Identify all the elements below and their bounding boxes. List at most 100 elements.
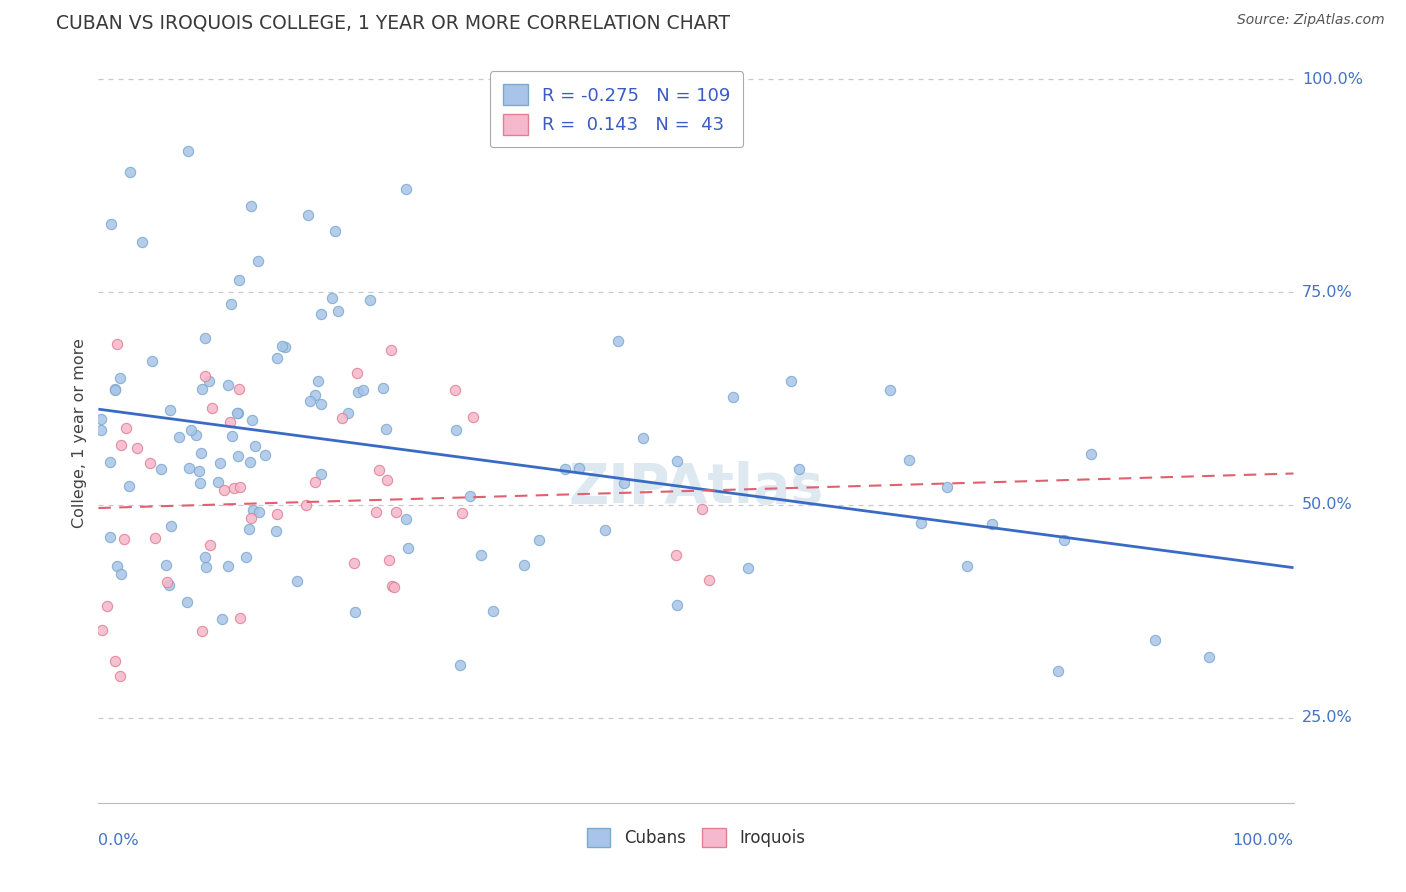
Point [697,573,720,587]
Point [665,454,688,468]
Point [228,383,250,397]
Point [159,519,181,533]
Point [224,481,246,495]
Text: 0.0%: 0.0% [98,833,139,848]
Point [191,624,214,638]
Point [381,578,404,592]
Point [117,479,139,493]
Point [879,383,901,397]
Point [167,430,190,444]
Point [194,549,217,564]
Point [112,532,135,546]
Text: ZIPAtlas: ZIPAtlas [568,461,824,515]
Point [449,657,471,672]
Point [246,253,269,268]
Y-axis label: College, 1 year or more: College, 1 year or more [72,338,87,527]
Point [463,409,485,424]
Point [104,383,127,397]
Point [470,548,492,562]
Point [228,272,250,286]
Point [366,505,388,519]
Point [110,566,132,581]
Point [309,307,332,321]
Point [104,654,127,668]
Point [307,374,329,388]
Point [226,407,249,421]
Point [149,462,172,476]
Point [191,382,214,396]
Text: 75.0%: 75.0% [1302,285,1353,300]
Point [304,388,326,402]
Point [337,406,360,420]
Point [394,182,416,196]
Point [298,393,321,408]
Point [323,224,346,238]
Point [270,339,292,353]
Point [666,599,689,613]
Point [247,505,270,519]
Point [1052,533,1074,548]
Point [91,623,114,637]
Point [1198,649,1220,664]
Point [593,523,616,537]
Point [120,165,142,179]
Point [1080,447,1102,461]
Point [378,553,401,567]
Point [240,413,263,427]
Point [194,368,217,383]
Point [311,396,333,410]
Point [631,431,654,445]
Point [141,354,163,368]
Point [177,145,200,159]
Point [219,415,242,429]
Point [304,475,326,489]
Point [444,423,467,437]
Point [100,217,122,231]
Point [1046,665,1069,679]
Point [98,530,121,544]
Point [159,403,181,417]
Text: Source: ZipAtlas.com: Source: ZipAtlas.com [1237,13,1385,28]
Point [219,297,242,311]
Point [321,291,343,305]
Point [108,669,131,683]
Point [229,611,252,625]
Point [444,383,467,397]
Point [613,475,636,490]
Text: 100.0%: 100.0% [1302,72,1362,87]
Point [395,512,418,526]
Point [235,549,257,564]
Point [956,558,979,573]
Point [238,522,260,536]
Point [910,516,932,531]
Point [737,561,759,575]
Point [344,605,367,619]
Point [127,441,149,455]
Point [981,517,1004,532]
Point [200,401,222,415]
Point [297,207,319,221]
Point [396,541,419,555]
Point [568,461,591,475]
Point [285,574,308,588]
Point [221,429,243,443]
Point [274,340,297,354]
Point [229,479,252,493]
Point [460,489,482,503]
Point [373,381,395,395]
Point [194,559,217,574]
Point [266,351,288,366]
Text: 100.0%: 100.0% [1233,833,1294,848]
Point [723,390,745,404]
Point [96,599,118,613]
Point [90,423,112,437]
Point [226,406,249,420]
Point [352,384,374,398]
Point [309,467,332,481]
Point [143,531,166,545]
Point [527,533,550,547]
Point [110,438,132,452]
Point [155,558,177,573]
Point [382,580,405,594]
Point [243,439,266,453]
